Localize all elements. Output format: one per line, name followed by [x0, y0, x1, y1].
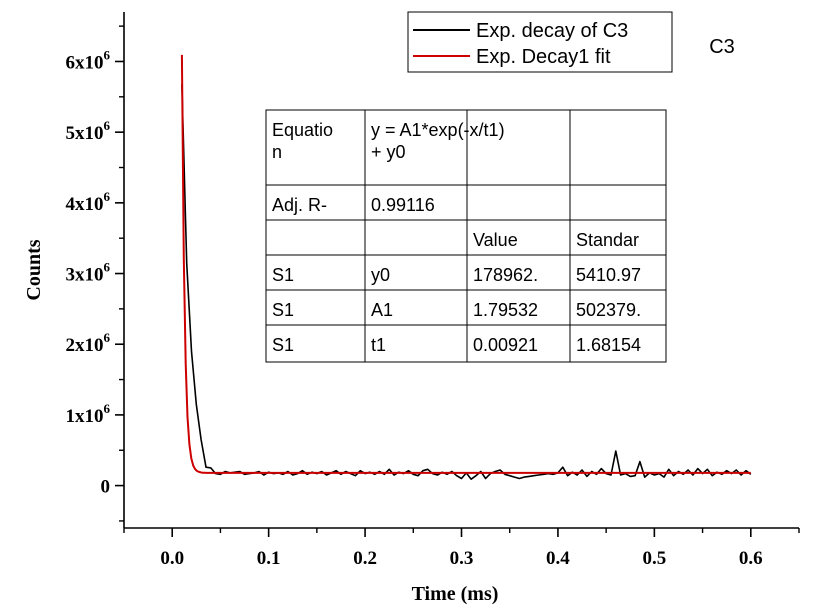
x-axis-title: Time (ms): [412, 583, 499, 605]
table-cell: A1: [371, 300, 393, 320]
table-cell: y0: [371, 265, 390, 285]
y-tick-label: 3x106: [66, 260, 111, 286]
y-tick-label: 1x106: [66, 401, 111, 427]
y-tick-label: 6x106: [66, 47, 111, 73]
x-tick-label: 0.5: [642, 548, 666, 569]
table-cell: 5410.97: [576, 265, 641, 285]
fit-results-table: Equatio n y = A1*exp(-x/t1) + y0 Adj. R- 0.99…: [265, 109, 667, 363]
table-cell: Equatio n: [272, 120, 333, 162]
table-cell: S1: [272, 335, 294, 355]
table-cell: S1: [272, 265, 294, 285]
x-tick-label: 0.0: [160, 548, 184, 569]
table-cell: 0.00921: [473, 335, 538, 355]
legend: Exp. decay of C3 Exp. Decay1 fit: [407, 11, 673, 73]
table-cell: Standar: [576, 230, 639, 250]
ticks: 0.0 0.1 0.2 0.3 0.4 0.5 0.6 0 1x106 2x106 3x106 4x1…: [66, 25, 800, 569]
table-cell: 178962.: [473, 265, 538, 285]
y-tick-label: 0: [101, 477, 111, 498]
table-cell: y = A1*exp(-x/t1) + y0: [371, 120, 505, 162]
table-cell: 0.99116: [371, 195, 435, 215]
table-cell: Adj. R-: [272, 195, 327, 215]
y-tick-label: 5x106: [66, 118, 111, 144]
annotation-label: C3: [709, 36, 735, 58]
x-tick-label: 0.1: [257, 548, 281, 569]
table-cell: 1.79532: [473, 300, 538, 320]
y-tick-label: 2x106: [66, 330, 111, 356]
x-tick-label: 0.6: [739, 548, 763, 569]
legend-box: [407, 11, 673, 73]
series-line-fit: [180, 54, 751, 474]
table-cell: t1: [371, 335, 386, 355]
table-cell: 1.68154: [576, 335, 641, 355]
y-tick-label: 4x106: [66, 189, 111, 215]
table-frame: [265, 109, 667, 363]
table-cell: Value: [473, 230, 518, 250]
x-tick-label: 0.3: [450, 548, 474, 569]
legend-label: Exp. decay of C3: [476, 20, 628, 42]
table-cell: 502379.: [576, 300, 641, 320]
series-layer: [180, 54, 752, 480]
x-tick-label: 0.2: [353, 548, 377, 569]
legend-label: Exp. Decay1 fit: [476, 46, 611, 68]
y-axis-title: Counts: [23, 239, 45, 300]
x-tick-label: 0.4: [546, 548, 570, 569]
table-cell: S1: [272, 300, 294, 320]
